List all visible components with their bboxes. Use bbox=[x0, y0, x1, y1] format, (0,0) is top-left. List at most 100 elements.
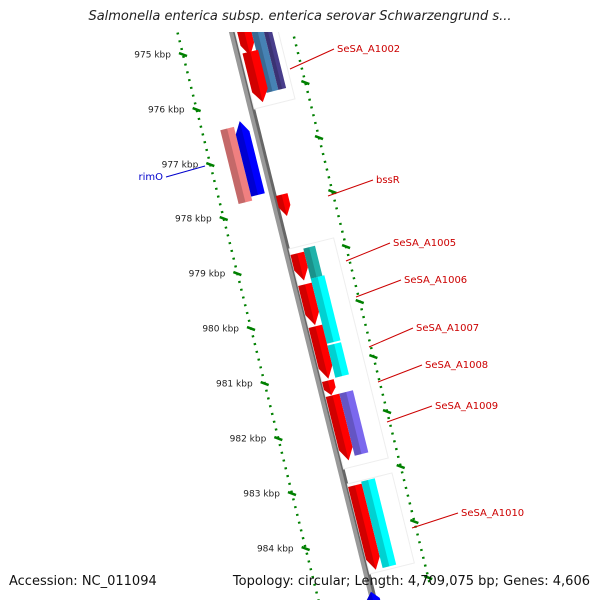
cds-a1009a bbox=[325, 393, 353, 461]
feature-a1005 bbox=[303, 245, 323, 279]
tick-label: 977 kbp bbox=[162, 161, 199, 171]
tick-mark bbox=[288, 26, 296, 29]
tick-mark bbox=[314, 134, 324, 141]
tick-mark bbox=[246, 325, 256, 332]
cds-a1009a-shape bbox=[325, 393, 353, 461]
cds-a1009a-shade bbox=[325, 395, 349, 461]
cds-a1007-shade bbox=[308, 326, 329, 379]
tick-mark bbox=[260, 380, 270, 387]
gene-label-sesa_a1010: SeSA_A1010 bbox=[461, 508, 524, 519]
feature-a1001b bbox=[259, 32, 287, 90]
label-leader bbox=[345, 242, 391, 262]
backbone-line bbox=[228, 32, 374, 600]
feature-a1010-shade bbox=[361, 479, 390, 569]
feature-a1009 bbox=[339, 390, 369, 456]
cds-a1010 bbox=[348, 483, 380, 570]
cds-a1002 bbox=[242, 49, 268, 103]
label-leader bbox=[377, 364, 423, 383]
feature-a1001-shade bbox=[247, 32, 273, 93]
cds-a1005 bbox=[290, 251, 308, 281]
tick-label: 983 kbp bbox=[243, 490, 280, 500]
feature-a1010 bbox=[361, 478, 397, 569]
label-leader bbox=[165, 165, 206, 178]
tick-mark bbox=[301, 545, 311, 552]
cds-a1006 bbox=[298, 282, 319, 326]
gene-label-bssr: bssR bbox=[376, 175, 400, 186]
gene-bottom bbox=[366, 591, 383, 600]
feature-a1010-shape bbox=[361, 478, 397, 569]
feature-a1006 bbox=[310, 275, 341, 344]
gene-bottom-shape bbox=[366, 591, 383, 600]
label-leader bbox=[411, 512, 459, 529]
cds-a1006-shape bbox=[298, 282, 319, 326]
cds-a1005-shape bbox=[290, 251, 308, 281]
label-leader bbox=[355, 279, 402, 298]
genome-summary-text: Topology: circular; Length: 4,709,075 bp… bbox=[232, 574, 590, 589]
feature-rimo-shape bbox=[220, 126, 253, 204]
cds-bssr-shade bbox=[275, 194, 287, 216]
gene-label-sesa_a1006: SeSA_A1006 bbox=[404, 275, 467, 286]
gene-label-sesa_a1009: SeSA_A1009 bbox=[435, 401, 498, 412]
tick-label: 975 kbp bbox=[134, 51, 171, 61]
tick-mark bbox=[273, 435, 283, 442]
cds-bssr-shape bbox=[275, 193, 291, 216]
tick-label: 978 kbp bbox=[175, 215, 212, 225]
tick-mark bbox=[178, 51, 188, 58]
feature-a1005-shade bbox=[303, 247, 317, 279]
tick-label: 976 kbp bbox=[148, 106, 185, 116]
feature-a1007-shape bbox=[327, 342, 349, 378]
feature-a1006-shade bbox=[310, 276, 334, 344]
cds-a1010-shape bbox=[348, 483, 380, 570]
tick-mark bbox=[409, 518, 419, 525]
feature-a1001b-shade bbox=[259, 32, 283, 90]
feature-a1001b-shape bbox=[259, 32, 287, 90]
tick-mark bbox=[341, 243, 351, 250]
gene-label-sesa_a1005: SeSA_A1005 bbox=[393, 238, 456, 249]
feature-a1009-shape bbox=[339, 390, 369, 456]
label-leader bbox=[386, 405, 433, 423]
tick-label: 984 kbp bbox=[257, 545, 294, 555]
gene-rimo bbox=[235, 121, 265, 197]
cds-a1007 bbox=[308, 324, 333, 379]
label-leader bbox=[327, 179, 374, 197]
feature-a1001 bbox=[247, 32, 279, 93]
cds-a1008 bbox=[322, 379, 336, 396]
cds-a1008-shape bbox=[322, 379, 336, 396]
cds-a1001 bbox=[233, 32, 255, 56]
cds-a1006-shade bbox=[298, 284, 316, 326]
cds-bssr bbox=[275, 193, 291, 216]
label-leader bbox=[368, 327, 414, 348]
accession-text: Accession: NC_011094 bbox=[9, 574, 157, 589]
gene-label-rimo: rimO bbox=[138, 172, 163, 183]
feature-a1005-shape bbox=[303, 245, 323, 279]
cds-a1008-shade bbox=[322, 380, 332, 396]
tick-label: 979 kbp bbox=[189, 270, 226, 280]
cds-a1001-shape bbox=[233, 32, 255, 56]
tick-mark bbox=[327, 188, 337, 195]
cds-a1001-shade bbox=[233, 32, 251, 56]
tick-mark bbox=[232, 270, 242, 277]
tick-mark bbox=[382, 408, 392, 415]
label-leader bbox=[289, 48, 335, 70]
backbone-shadow bbox=[231, 32, 377, 600]
tick-label: 980 kbp bbox=[202, 325, 239, 335]
cds-a1010-shade bbox=[348, 485, 376, 570]
gene-label-sesa_a1002: SeSA_A1002 bbox=[337, 44, 400, 55]
tick-mark bbox=[300, 79, 310, 86]
gene-labels: SeSA_A1002 rimO bssR SeSA_A1005 SeSA_A1006 Se… bbox=[138, 44, 524, 529]
cds-a1007-shape bbox=[308, 324, 333, 379]
tick-mark bbox=[368, 353, 378, 360]
feature-a1006-shape bbox=[310, 275, 341, 344]
gene-label-sesa_a1008: SeSA_A1008 bbox=[425, 360, 488, 371]
feature-rimo bbox=[220, 126, 253, 204]
gene-rimo-shape bbox=[235, 121, 265, 197]
feature-a1009-shade bbox=[339, 391, 362, 456]
tick-mark bbox=[396, 463, 406, 470]
cds-a1005-shade bbox=[290, 253, 305, 281]
feature-a1001-shape bbox=[247, 32, 279, 93]
gene-label-sesa_a1007: SeSA_A1007 bbox=[416, 323, 479, 334]
tick-mark bbox=[205, 161, 215, 168]
tick-mark bbox=[192, 106, 202, 113]
tick-label: 982 kbp bbox=[230, 435, 267, 445]
